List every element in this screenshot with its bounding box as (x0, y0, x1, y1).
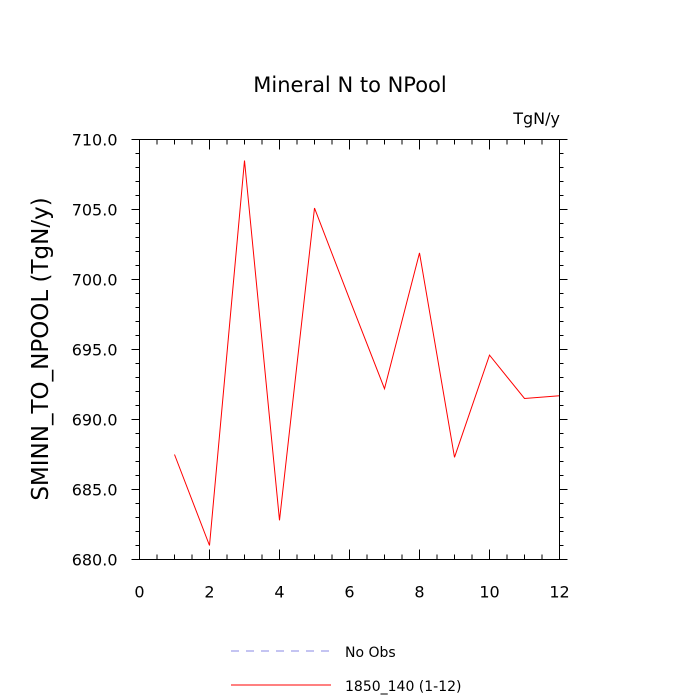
y-tick-label: 700.0 (72, 271, 118, 290)
y-tick-label: 680.0 (72, 551, 118, 570)
x-tick-labels: 0 2 4 6 8 10 12 (134, 583, 569, 602)
y-axis-label: SMINN_TO_NPOOL (TgN/y) (28, 197, 54, 500)
axis-ticks (131, 139, 568, 560)
legend-label: No Obs (345, 645, 396, 661)
y-tick-label: 695.0 (72, 341, 118, 360)
x-tick-label: 12 (549, 583, 569, 602)
plot-series (174, 160, 560, 546)
y-tick-label: 685.0 (72, 481, 118, 500)
x-tick-label: 0 (134, 583, 144, 602)
units-label: TgN/y (512, 109, 560, 128)
y-tick-label: 705.0 (72, 201, 118, 220)
x-tick-label: 10 (479, 583, 499, 602)
series-line (174, 160, 560, 546)
legend: No Obs 1850_140 (1-12) (231, 645, 462, 695)
y-tick-labels: 680.0 685.0 690.0 695.0 700.0 705.0 710.0 (72, 131, 118, 570)
x-tick-label: 8 (414, 583, 424, 602)
y-tick-label: 690.0 (72, 411, 118, 430)
chart-title: Mineral N to NPool (253, 73, 447, 97)
x-tick-label: 4 (274, 583, 284, 602)
x-tick-label: 6 (344, 583, 354, 602)
legend-label: 1850_140 (1-12) (345, 679, 462, 695)
plot-frame (139, 139, 560, 560)
y-tick-label: 710.0 (72, 131, 118, 150)
x-tick-label: 2 (204, 583, 214, 602)
